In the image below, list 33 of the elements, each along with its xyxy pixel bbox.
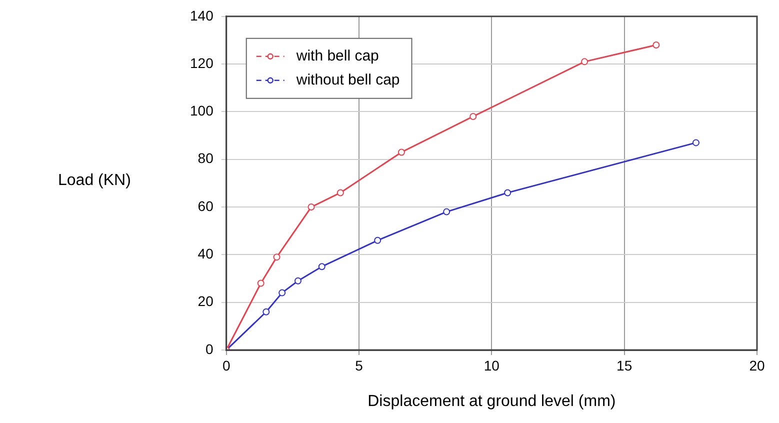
y-tick-label: 20: [198, 293, 214, 310]
point: [692, 139, 700, 146]
y-tick-label: 0: [206, 340, 214, 357]
legend-label: with bell cap: [295, 48, 379, 65]
legend-label: without bell cap: [295, 72, 400, 89]
point: [470, 112, 477, 120]
y-axis-title: Load (KN): [58, 172, 131, 190]
point: [273, 254, 280, 261]
point: [262, 308, 270, 316]
point: [443, 208, 450, 216]
x-axis-title: Displacement at ground level (mm): [368, 392, 616, 410]
y-tick-label: 100: [190, 102, 214, 119]
x-tick-label: 5: [355, 357, 364, 374]
y-tick-label: 60: [198, 198, 214, 214]
point: [318, 263, 326, 270]
point: [294, 277, 302, 284]
point: [398, 148, 405, 156]
point: [581, 58, 588, 66]
point: [504, 189, 512, 196]
x-tick-label: 10: [484, 357, 500, 374]
point: [308, 204, 315, 211]
y-tick-label: 80: [198, 150, 214, 166]
x-tick-label: 15: [616, 357, 632, 374]
y-tick-label: 120: [190, 54, 214, 71]
point: [278, 289, 286, 296]
x-tick-label: 20: [749, 357, 765, 374]
y-tick-label: 140: [190, 7, 214, 24]
y-tick-label: 40: [198, 246, 214, 262]
point: [374, 236, 382, 244]
point: [336, 189, 344, 196]
x-tick-label: 0: [222, 357, 230, 374]
point: [257, 280, 264, 287]
point: [652, 41, 660, 48]
